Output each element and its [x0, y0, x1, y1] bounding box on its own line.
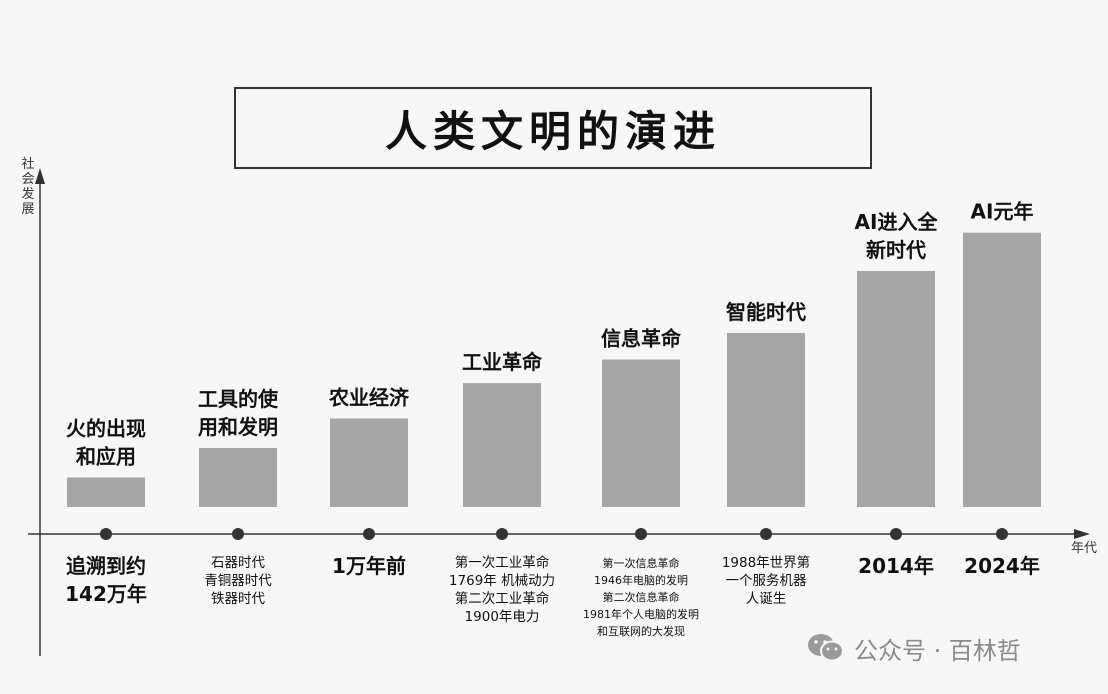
bar-bottom-label: 青铜器时代 [204, 573, 272, 589]
bar-bottom-label: 1万年前 [332, 554, 406, 578]
bar-top-label: AI元年 [971, 200, 1034, 224]
bar-bottom-label: 铁器时代 [211, 591, 265, 607]
bar-bottom-label: 石器时代 [211, 555, 265, 571]
bar-bottom-label: 第二次工业革命 [455, 590, 550, 607]
chart-axes [28, 168, 1090, 656]
chart-title: 人类文明的演进 [384, 106, 721, 156]
bar [199, 448, 277, 507]
bar-bottom-label: 一个服务机器 [726, 573, 807, 589]
bar [67, 477, 145, 507]
bar-top-label: 智能时代 [726, 300, 806, 324]
bar-top-label: 新时代 [866, 238, 926, 262]
chart-bars [67, 232, 1041, 507]
axis-dot [996, 528, 1008, 540]
bar-top-label: 工业革命 [462, 350, 543, 374]
bar-bottom-label: 1769年 机械动力 [449, 573, 555, 589]
y-axis-label-char: 会 [21, 172, 34, 187]
watermark-text: 公众号 · 百林哲 [854, 636, 1021, 665]
y-axis-label-char: 社 [21, 156, 34, 172]
bar-bottom-label: 追溯到约 [66, 554, 146, 578]
axis-dot [232, 528, 244, 540]
bar-bottom-label: 1988年世界第 [722, 554, 810, 571]
bar [463, 383, 541, 507]
bar-bottom-label: 142万年 [65, 582, 147, 606]
bar-top-label: 和应用 [76, 445, 136, 469]
bar-bottom-label: 人诞生 [746, 591, 787, 607]
bar-bottom-label: 2014年 [858, 554, 934, 578]
y-axis-label-char: 展 [21, 202, 34, 217]
bar-top-label: 农业经济 [328, 386, 410, 410]
x-axis-label: 年代 [1071, 541, 1097, 556]
axis-dot [760, 528, 772, 540]
bar-bottom-label: 和互联网的大发现 [597, 624, 685, 638]
watermark: 公众号 · 百林哲 [806, 626, 1021, 670]
axis-dot [890, 528, 902, 540]
bar [963, 232, 1041, 507]
x-axis-arrow [1074, 529, 1090, 539]
bar-bottom-label: 2024年 [964, 554, 1040, 578]
bar-top-label: 用和发明 [198, 415, 278, 439]
axis-dot [635, 528, 647, 540]
y-axis-label: 社会发展 [21, 156, 34, 217]
bar-bottom-label: 1946年电脑的发明 [594, 573, 688, 587]
bar-top-label: 火的出现 [66, 417, 146, 441]
y-axis-label-char: 发 [21, 186, 34, 202]
chart-title-box: 人类文明的演进 [234, 87, 872, 169]
bar-bottom-label: 1981年个人电脑的发明 [583, 607, 699, 621]
bar [857, 271, 935, 507]
bar-bottom-label: 1900年电力 [465, 609, 540, 625]
bar [602, 359, 680, 507]
bar-top-label: 信息革命 [601, 327, 682, 351]
axis-dot [363, 528, 375, 540]
bar [330, 418, 408, 507]
axis-dot [496, 528, 508, 540]
bar-bottom-label: 第二次信息革命 [603, 590, 680, 604]
bar-top-label: AI进入全 [855, 210, 939, 234]
wechat-icon [808, 634, 844, 662]
bar-bottom-label: 第一次工业革命 [455, 554, 550, 571]
bar [727, 332, 805, 507]
bar-bottom-label: 第一次信息革命 [603, 556, 680, 570]
axis-dot [100, 528, 112, 540]
bar-top-label: 工具的使 [198, 387, 279, 411]
y-axis-arrow [35, 168, 45, 184]
